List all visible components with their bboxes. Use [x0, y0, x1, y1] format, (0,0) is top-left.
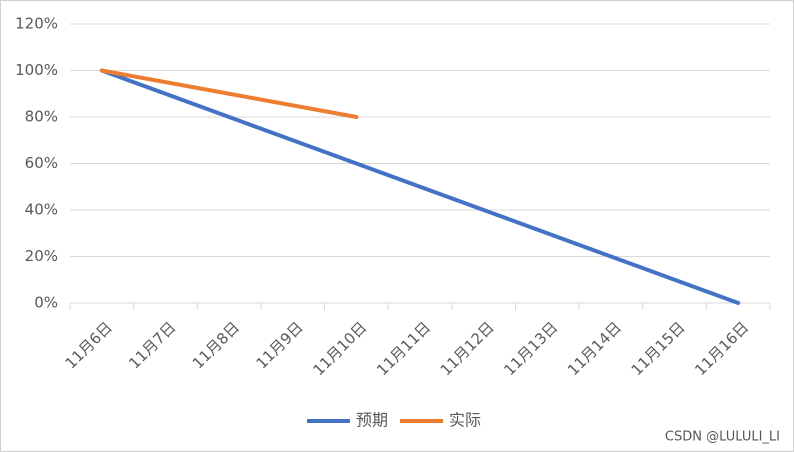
- legend-label: 预期: [356, 411, 388, 430]
- y-tick-label: 100%: [15, 61, 58, 79]
- y-tick-label: 20%: [25, 247, 58, 265]
- series-line: [99, 68, 741, 305]
- y-tick-label: 80%: [25, 108, 58, 126]
- legend-label: 实际: [449, 411, 481, 430]
- y-tick-label: 0%: [34, 294, 58, 312]
- y-tick-label: 60%: [25, 154, 58, 172]
- watermark: CSDN @LULULI_LI: [665, 430, 780, 445]
- y-tick-label: 120%: [15, 15, 58, 33]
- series-line: [99, 68, 359, 119]
- y-tick-label: 40%: [25, 201, 58, 219]
